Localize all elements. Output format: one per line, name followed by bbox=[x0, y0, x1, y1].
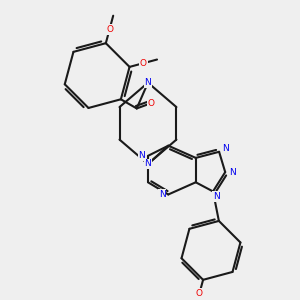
Text: N: N bbox=[213, 192, 219, 201]
Text: N: N bbox=[229, 168, 236, 177]
Text: N: N bbox=[159, 190, 166, 199]
Text: O: O bbox=[106, 25, 113, 34]
Text: N: N bbox=[145, 160, 151, 169]
Text: N: N bbox=[145, 78, 151, 87]
Text: O: O bbox=[140, 59, 147, 68]
Text: N: N bbox=[222, 144, 229, 153]
Text: O: O bbox=[148, 99, 154, 108]
Text: O: O bbox=[196, 289, 203, 298]
Text: N: N bbox=[139, 152, 145, 160]
